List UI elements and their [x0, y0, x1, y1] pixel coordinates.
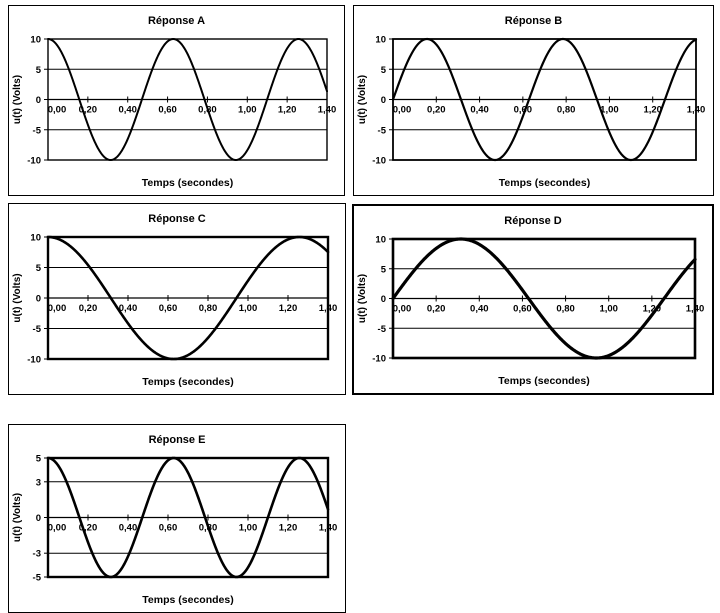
- x-tick-label: 0,60: [513, 304, 532, 315]
- y-tick-label: 0: [36, 95, 41, 106]
- chart-panel-reponse-e: Réponse E 5 3 0 -3 -5 0,00 0,20 0,40 0,60 0,80 1,0…: [8, 424, 346, 613]
- chart-title-reponse-b: Réponse B: [504, 15, 563, 27]
- x-tick-label: 0,80: [199, 303, 218, 314]
- y-tick-label: 5: [36, 65, 42, 76]
- x-tick-label: 0,40: [470, 105, 489, 116]
- sine-curve: [391, 237, 697, 360]
- y-tick-label: -10: [27, 156, 41, 167]
- x-tick-label: 0,60: [514, 105, 533, 116]
- x-tick-label: 0,00: [48, 523, 67, 534]
- y-tick-label: 5: [36, 263, 42, 274]
- x-tick-label: 0,40: [118, 105, 137, 116]
- sine-curve: [46, 456, 330, 579]
- chart-panel-reponse-b: Réponse B 10 5 0 -5 -10 0,00 0,20 0,40 0,60 0,80 1…: [353, 5, 714, 196]
- y-tick-label: -5: [378, 324, 387, 335]
- x-tick-label: 0,60: [158, 105, 177, 116]
- x-axis-title: Temps (secondes): [499, 177, 590, 189]
- x-tick-label: 0,40: [119, 303, 138, 314]
- y-tick-label: -5: [378, 125, 387, 136]
- y-axis-title: u(t) (Volts): [357, 274, 368, 323]
- y-tick-label: -5: [33, 324, 42, 335]
- y-tick-label: 10: [375, 35, 386, 46]
- x-axis-title: Temps (secondes): [142, 177, 233, 189]
- x-tick-label: 0,00: [393, 304, 412, 315]
- x-tick-label: 1,20: [279, 303, 298, 314]
- x-tick-label: 0,20: [79, 303, 98, 314]
- chart-title-reponse-d: Réponse D: [504, 215, 562, 227]
- x-tick-label: 0,20: [427, 105, 446, 116]
- x-tick-label: 0,40: [470, 304, 489, 315]
- y-tick-label: 5: [36, 454, 42, 465]
- y-axis-title: u(t) (Volts): [12, 493, 23, 542]
- y-tick-label: -10: [27, 355, 41, 366]
- plot-area-border: [46, 235, 330, 361]
- chart-panel-reponse-d: Réponse D 10 5 0 -5 -10 0,00 0,20 0,40 0,60 0,80 1…: [352, 204, 714, 395]
- y-tick-label: -10: [372, 156, 386, 167]
- x-tick-label: 1,20: [278, 105, 297, 116]
- y-tick-label: 0: [381, 95, 386, 106]
- x-tick-label: 0,80: [556, 304, 575, 315]
- x-tick-label: 1,00: [239, 303, 258, 314]
- x-tick-label: 0,00: [48, 105, 67, 116]
- sine-curve: [47, 38, 328, 161]
- x-tick-label: 1,20: [279, 523, 298, 534]
- x-axis-title: Temps (secondes): [498, 375, 589, 387]
- x-tick-label: 1,00: [600, 105, 619, 116]
- sine-curve: [46, 235, 330, 361]
- y-axis-title: u(t) (Volts): [12, 273, 23, 322]
- y-tick-label: 5: [381, 65, 387, 76]
- x-tick-label: 1,00: [238, 105, 257, 116]
- x-axis-title: Temps (secondes): [142, 594, 233, 606]
- chart-panel-reponse-a: Réponse A 10 5 0 -5 -10 0,00 0,20 0,40 0,60 0,80 1…: [8, 5, 345, 196]
- chart-title-reponse-e: Réponse E: [148, 434, 206, 446]
- sine-plot-reponse-e: 530-3-50,00 0,20 0,40 0,60 0,80 1,00 1,20 1,40T…: [12, 454, 337, 607]
- y-axis-title: u(t) (Volts): [12, 75, 23, 124]
- x-tick-label: 1,20: [643, 105, 662, 116]
- y-tick-label: -10: [372, 354, 386, 365]
- plot-area-border: [47, 38, 328, 161]
- y-tick-label: 5: [381, 264, 387, 275]
- x-tick-label: 1,00: [599, 304, 618, 315]
- y-tick-label: -3: [33, 549, 41, 560]
- x-tick-label: 0,00: [48, 303, 67, 314]
- y-tick-label: 0: [36, 513, 41, 524]
- plot-area-border: [46, 456, 330, 579]
- chart-panel-reponse-c: Réponse C 10 5 0 -5 -10 0,00 0,20 0,40 0,60 0,80 1…: [8, 203, 346, 395]
- chart-title-reponse-a: Réponse A: [147, 15, 206, 27]
- sine-curve: [391, 37, 698, 162]
- x-tick-label: 0,60: [159, 523, 178, 534]
- y-tick-label: 3: [36, 477, 41, 488]
- x-tick-label: 0,00: [393, 105, 412, 116]
- x-tick-label: 1,20: [643, 304, 662, 315]
- x-tick-label: 0,60: [159, 303, 178, 314]
- x-tick-label: 0,20: [427, 304, 446, 315]
- x-axis-title: Temps (secondes): [142, 376, 233, 388]
- x-tick-label: 0,80: [557, 105, 576, 116]
- y-tick-label: 10: [375, 235, 386, 246]
- y-axis-title: u(t) (Volts): [357, 75, 368, 124]
- chart-title-reponse-c: Réponse C: [148, 213, 206, 225]
- x-tick-label: 0,40: [119, 523, 138, 534]
- x-tick-label: 0,20: [79, 105, 98, 116]
- x-tick-label: 0,20: [79, 523, 98, 534]
- x-tick-label: 1,00: [239, 523, 258, 534]
- y-tick-label: 10: [30, 233, 41, 244]
- y-tick-label: -5: [33, 125, 42, 136]
- y-tick-label: 0: [36, 294, 41, 305]
- y-tick-label: 10: [30, 35, 41, 46]
- y-tick-label: 0: [381, 294, 386, 305]
- y-tick-label: -5: [33, 573, 42, 584]
